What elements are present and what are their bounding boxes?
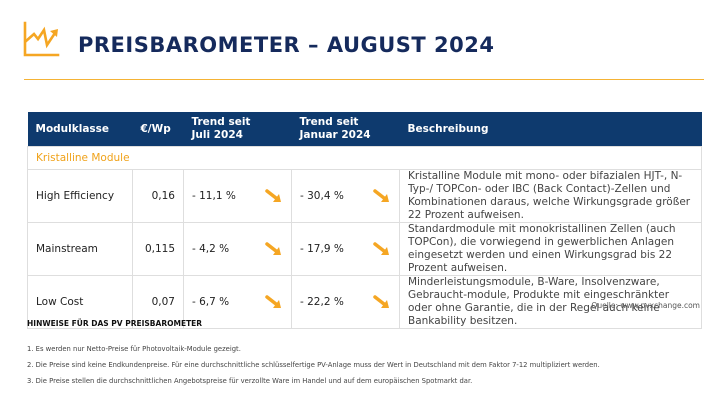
row-price: 0,16	[132, 169, 184, 223]
table-row: High Efficiency 0,16 - 11,1 % - 30,4 % K…	[27, 169, 702, 223]
note-item: 1. Es werden nur Netto-Preise für Photov…	[27, 345, 241, 353]
page-title: PREISBAROMETER – AUGUST 2024	[78, 33, 495, 57]
row-trend-januar: - 17,9 %	[291, 222, 400, 276]
col-header-modulklasse: Modulklasse	[27, 112, 133, 147]
arrow-down-right-icon	[265, 189, 281, 202]
col-header-trend-juli: Trend seit Juli 2024	[183, 112, 292, 147]
row-trend-januar: - 22,2 %	[291, 275, 400, 329]
row-trend-juli: - 11,1 %	[183, 169, 292, 223]
table-header-row: Modulklasse €/Wp Trend seit Juli 2024 Tre…	[27, 112, 702, 147]
row-trend-juli: - 4,2 %	[183, 222, 292, 276]
col-header-trend-januar: Trend seit Januar 2024	[291, 112, 400, 147]
arrow-down-right-icon	[265, 242, 281, 255]
table-row: Low Cost 0,07 - 6,7 % - 22,2 % Minderlei…	[27, 275, 702, 329]
arrow-down-right-icon	[265, 295, 281, 308]
arrow-down-right-icon	[373, 295, 389, 308]
category-label: Kristalline Module	[27, 146, 702, 170]
note-item: 2. Die Preise sind keine Endkundenpreise…	[27, 361, 600, 369]
arrow-down-right-icon	[373, 242, 389, 255]
row-klasse: High Efficiency	[27, 169, 133, 223]
col-header-price: €/Wp	[132, 112, 184, 147]
row-klasse: Mainstream	[27, 222, 133, 276]
table-row: Mainstream 0,115 - 4,2 % - 17,9 % Standa…	[27, 222, 702, 276]
col-header-beschreibung: Beschreibung	[399, 112, 702, 147]
note-item: 3. Die Preise stellen die durchschnittli…	[27, 377, 473, 385]
row-trend-januar: - 30,4 %	[291, 169, 400, 223]
header-divider	[24, 79, 704, 80]
trend-chart-icon	[23, 21, 60, 57]
row-beschreibung: Minderleistungsmodule, B-Ware, Insolvenz…	[399, 275, 702, 329]
source-citation: Quelle: www.pvxchange.com	[591, 301, 700, 310]
notes-title: HINWEISE FÜR DAS PV PREISBAROMETER	[27, 319, 203, 328]
row-price: 0,07	[132, 275, 184, 329]
category-row: Kristalline Module	[27, 146, 702, 170]
row-klasse: Low Cost	[27, 275, 133, 329]
row-beschreibung: Kristalline Module mit mono- oder bifazi…	[399, 169, 702, 223]
arrow-down-right-icon	[373, 189, 389, 202]
price-table: Modulklasse €/Wp Trend seit Juli 2024 Tre…	[27, 112, 702, 329]
row-price: 0,115	[132, 222, 184, 276]
row-beschreibung: Standardmodule mit monokristallinen Zell…	[399, 222, 702, 276]
